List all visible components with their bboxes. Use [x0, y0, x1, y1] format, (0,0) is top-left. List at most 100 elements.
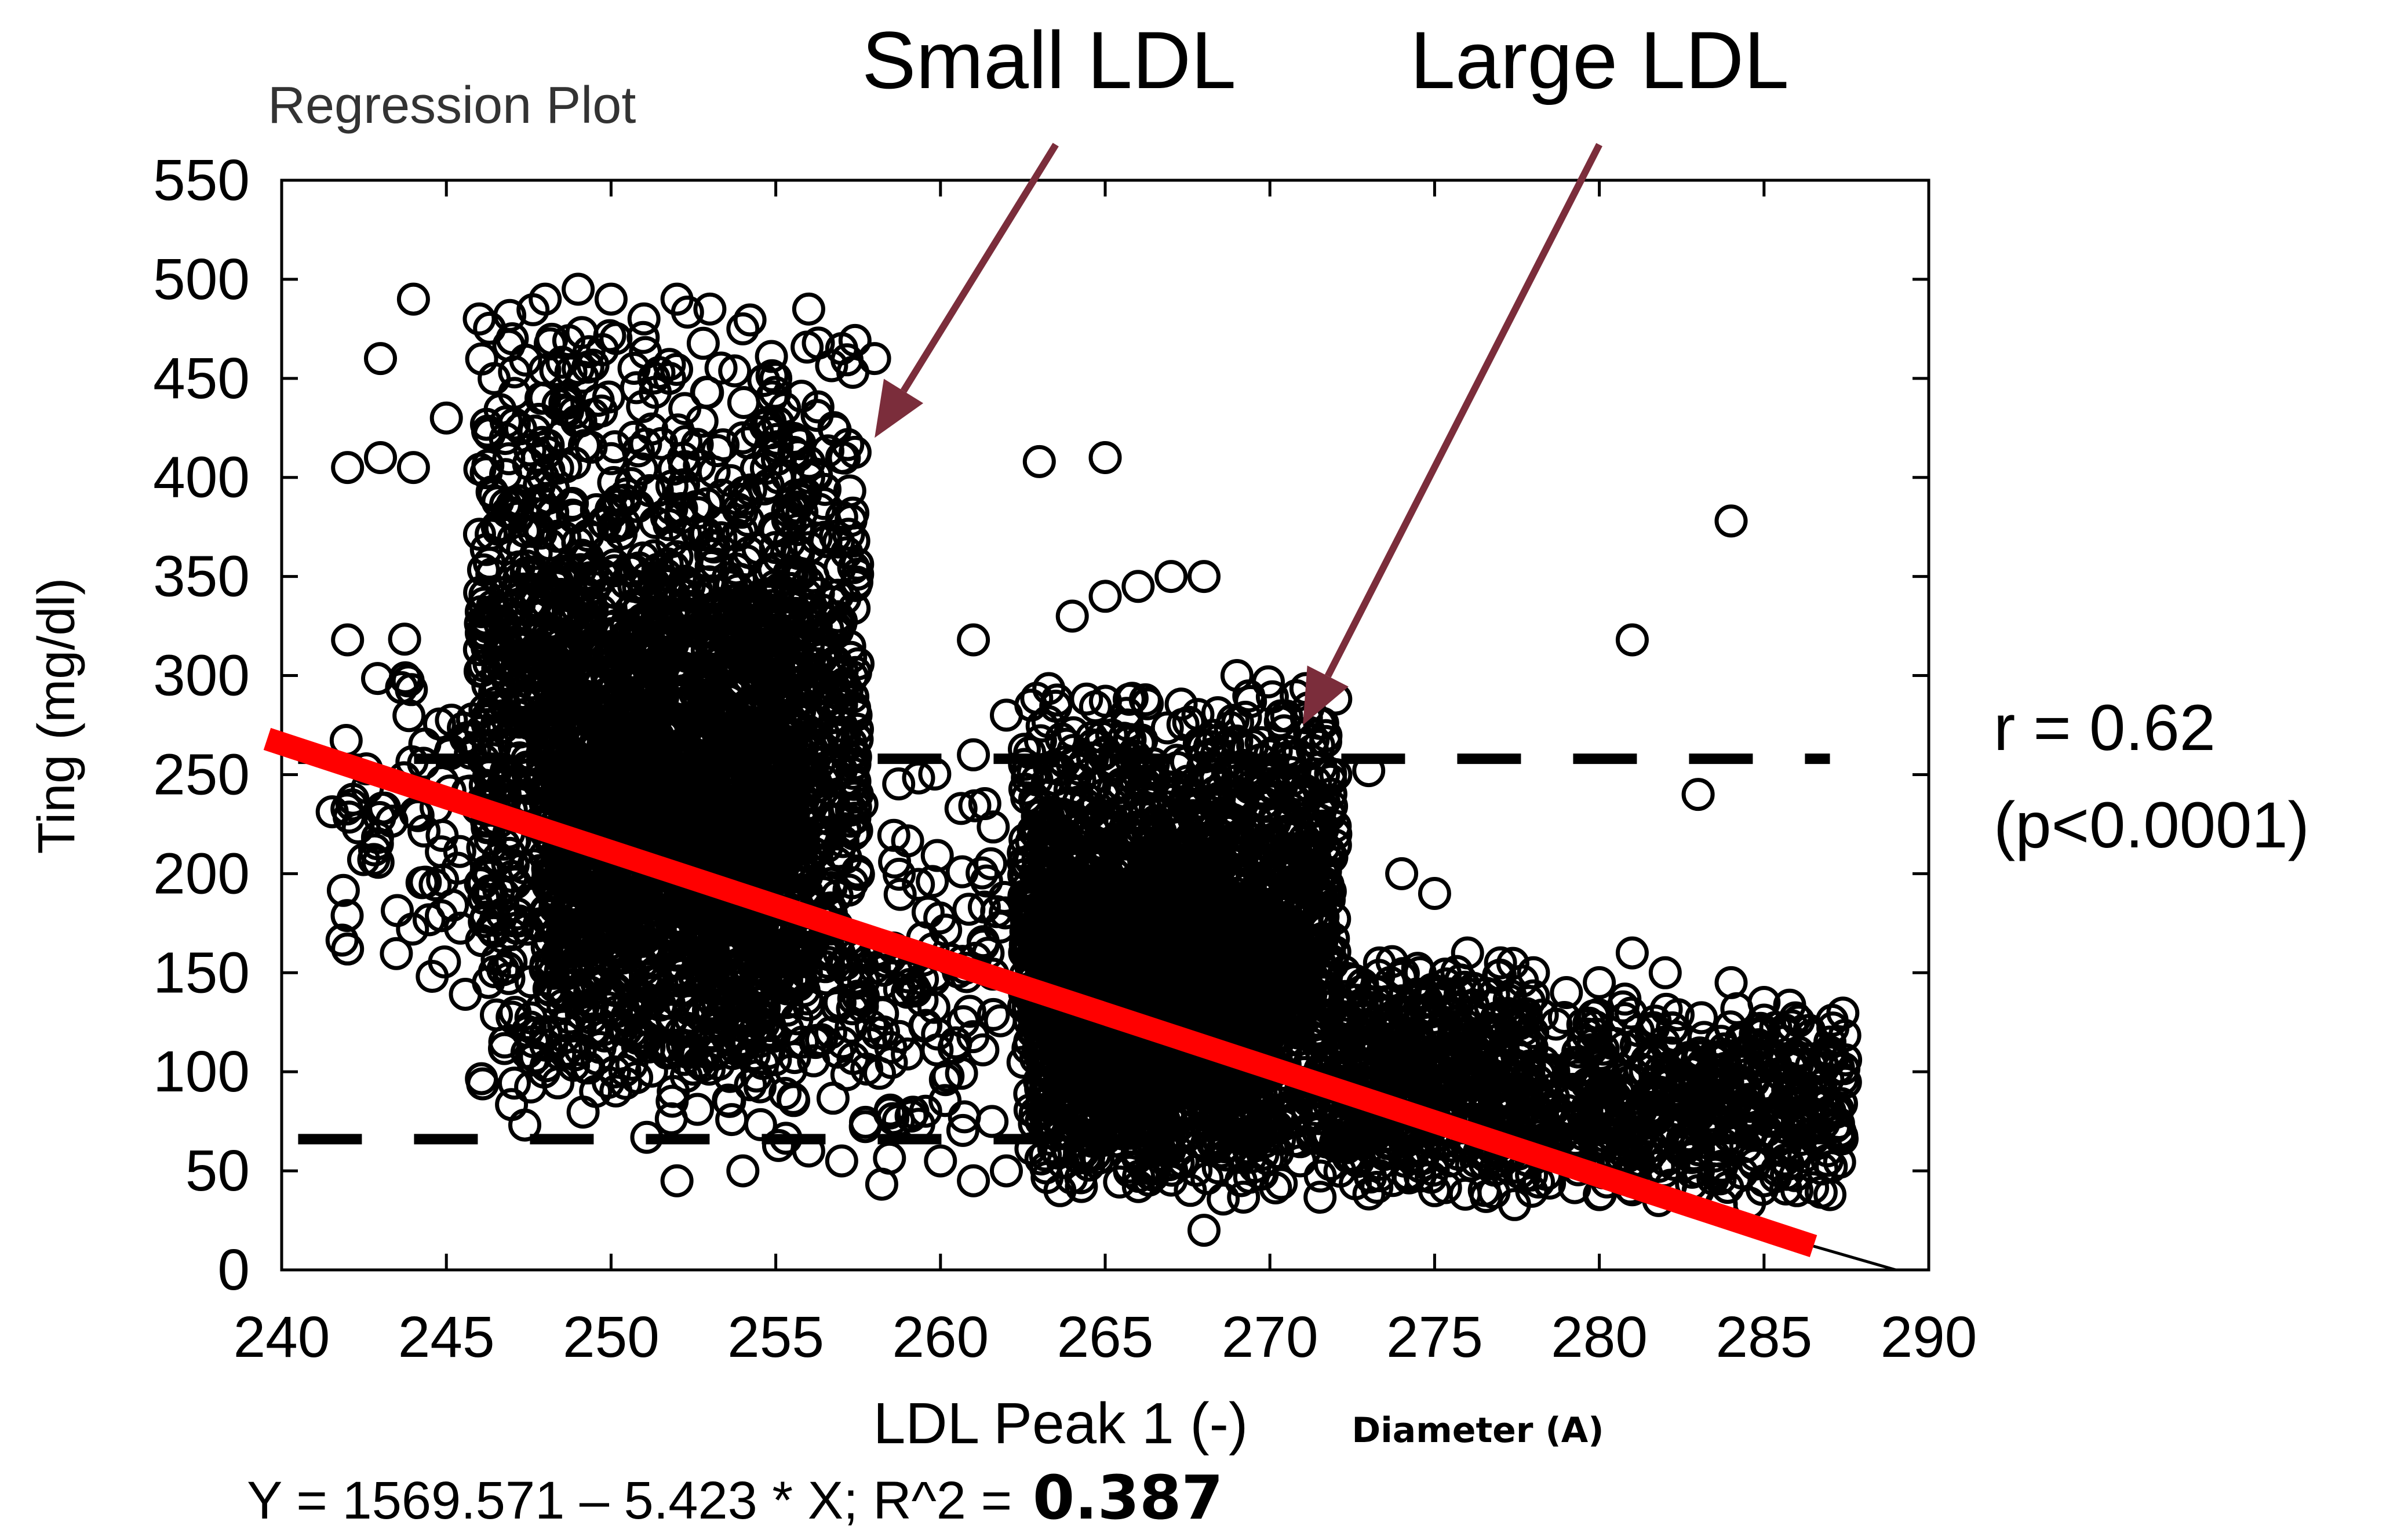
- data-point: [462, 518, 496, 551]
- data-point: [720, 482, 754, 516]
- data-point: [837, 780, 871, 814]
- data-point: [751, 577, 785, 610]
- data-point: [599, 322, 633, 355]
- data-point: [523, 485, 557, 519]
- data-point: [704, 351, 738, 385]
- data-point: [837, 551, 870, 584]
- data-point: [718, 354, 752, 388]
- data-point: [780, 1002, 814, 1036]
- data-point: [866, 997, 899, 1031]
- data-point: [492, 442, 526, 475]
- data-point: [783, 427, 817, 461]
- data-point: [602, 509, 635, 543]
- data-point: [683, 449, 716, 482]
- data-point: [492, 661, 526, 695]
- data-point: [540, 519, 574, 553]
- data-point: [823, 986, 857, 1020]
- data-point: [666, 441, 700, 475]
- data-point: [682, 496, 715, 530]
- data-point: [727, 386, 760, 419]
- data-point: [760, 514, 793, 548]
- data-point: [681, 1093, 714, 1126]
- data-point: [830, 1058, 864, 1091]
- data-point: [500, 911, 533, 945]
- data-point: [529, 1028, 563, 1062]
- data-point: [800, 1024, 834, 1057]
- data-point: [825, 654, 859, 687]
- data-point: [497, 522, 530, 556]
- data-point: [733, 303, 767, 337]
- data-point: [381, 894, 414, 927]
- data-point: [465, 1062, 498, 1095]
- data-point: [838, 691, 872, 725]
- data-point: [556, 498, 589, 532]
- data-point: [637, 361, 671, 395]
- data-point: [498, 1066, 531, 1100]
- data-point: [768, 1077, 802, 1110]
- data-point: [477, 915, 511, 948]
- data-point: [802, 326, 835, 360]
- data-points: [315, 272, 1863, 1247]
- data-point: [694, 549, 728, 583]
- data-point: [785, 496, 819, 529]
- data-point: [530, 436, 564, 469]
- data-point: [545, 345, 579, 379]
- data-point: [639, 376, 672, 409]
- data-point: [498, 620, 531, 653]
- data-point: [797, 1044, 830, 1077]
- data-point: [793, 594, 826, 627]
- data-point: [824, 693, 858, 726]
- data-point: [625, 452, 658, 486]
- data-point: [665, 475, 698, 508]
- data-point: [471, 607, 504, 640]
- data-point: [793, 531, 826, 565]
- data-point: [841, 548, 875, 581]
- data-point: [475, 876, 508, 910]
- data-point: [902, 761, 935, 795]
- data-point: [510, 549, 544, 582]
- data-point: [747, 363, 781, 397]
- data-point: [697, 455, 731, 489]
- data-point: [755, 340, 788, 373]
- data-point: [471, 449, 505, 482]
- data-point: [697, 530, 731, 564]
- data-point: [549, 382, 583, 416]
- data-point: [471, 631, 504, 664]
- data-point: [800, 399, 834, 432]
- data-point: [481, 652, 515, 686]
- data-point: [776, 1082, 810, 1115]
- data-point: [760, 423, 793, 456]
- data-point: [620, 371, 653, 405]
- data-point: [1164, 687, 1198, 721]
- data-point: [821, 649, 854, 683]
- data-point: [580, 493, 613, 526]
- data-point: [686, 326, 720, 360]
- data-point: [759, 376, 792, 409]
- data-point: [476, 742, 510, 776]
- data-point: [840, 565, 873, 599]
- data-point: [361, 662, 394, 696]
- data-point: [396, 912, 429, 946]
- data-point: [762, 407, 795, 440]
- data-point: [388, 622, 421, 656]
- data-point: [657, 452, 691, 486]
- data-point: [730, 482, 763, 515]
- data-point: [825, 948, 858, 982]
- data-point: [466, 831, 500, 865]
- data-point: [762, 1128, 795, 1162]
- data-point: [528, 353, 562, 387]
- data-point: [816, 1082, 850, 1115]
- data-point: [617, 352, 651, 385]
- data-point: [882, 767, 916, 800]
- data-point: [523, 468, 556, 502]
- data-point: [464, 867, 497, 901]
- data-point: [640, 474, 674, 507]
- data-point: [539, 354, 573, 387]
- data-point: [471, 414, 504, 448]
- data-point: [609, 1066, 643, 1100]
- data-point: [488, 1032, 521, 1065]
- data-point: [621, 490, 655, 523]
- data-point: [473, 547, 506, 580]
- data-point: [467, 553, 500, 587]
